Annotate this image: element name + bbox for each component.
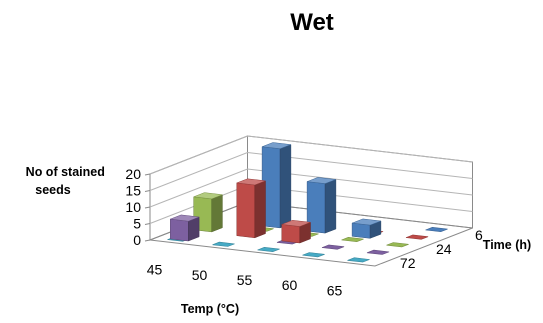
bar: [306, 177, 337, 234]
depth-tick-labels: 6 24 72: [400, 227, 483, 271]
depth-axis-label: Time (h): [483, 238, 531, 252]
bars: [170, 142, 382, 244]
bar-top-face: [262, 142, 291, 149]
bar-top-face: [281, 220, 311, 227]
gridline: [149, 168, 473, 208]
x-tick-label: 65: [327, 282, 343, 298]
bar-top-face: [236, 178, 266, 186]
floor-marker: [257, 246, 280, 253]
z-axis-label-line-1: No of stained: [26, 165, 105, 179]
bar-side-face: [279, 144, 292, 229]
z-tick-label: 5: [133, 216, 141, 232]
x-tick-labels: 45 50 55 60 65: [147, 262, 343, 299]
x-tick-label: 55: [237, 272, 253, 288]
z-axis-label-line-2: seeds: [35, 183, 70, 197]
gridline: [149, 151, 473, 191]
gridline: [149, 135, 473, 175]
gridlines: [149, 135, 473, 224]
z-tick-mark: [144, 223, 151, 225]
z-tick-label: 0: [133, 232, 141, 248]
bar-top-face: [193, 192, 223, 200]
floor-marker: [347, 257, 370, 263]
floor-marker: [302, 252, 325, 258]
x-tick-label: 50: [192, 267, 208, 283]
z-tick-mark: [144, 206, 151, 209]
bar-front-face: [236, 182, 256, 239]
bar-side-face: [211, 194, 223, 233]
floor-marker: [425, 226, 448, 233]
bar-front-face: [351, 222, 371, 239]
z-tick-label: 15: [125, 183, 141, 199]
floor-marker: [321, 244, 345, 250]
bar-side-face: [254, 180, 266, 239]
bar: [351, 218, 382, 239]
depth-tick-label: 24: [436, 241, 452, 257]
bar: [261, 142, 292, 229]
chart-title: Wet: [290, 9, 334, 36]
floor-marker: [386, 242, 409, 248]
bar: [236, 178, 266, 239]
x-tick-label: 45: [147, 262, 163, 278]
bar-top-face: [307, 177, 336, 184]
floor-marker: [405, 234, 429, 240]
z-tick-mark: [144, 173, 151, 176]
z-axis-label: No of stained seeds: [26, 165, 109, 197]
floor-marker: [341, 236, 364, 243]
x-tick-label: 60: [282, 277, 298, 293]
floor-marker: [212, 241, 235, 247]
z-tick-mark: [144, 190, 151, 192]
x-axis-label: Temp (°C): [181, 302, 239, 316]
floor-marker: [366, 249, 390, 255]
bar: [281, 220, 311, 244]
z-tick-label: 10: [125, 199, 141, 215]
bar: [170, 214, 200, 242]
bar-front-face: [170, 218, 189, 242]
depth-tick-label: 72: [400, 255, 416, 271]
z-tick-label: 20: [125, 166, 141, 182]
bar-top-face: [170, 214, 200, 222]
bar-front-face: [281, 224, 301, 244]
z-tick-mark: [144, 239, 151, 242]
bar-side-face: [324, 179, 337, 234]
bar-top-face: [352, 218, 381, 226]
depth-tick-label: 6: [475, 227, 483, 243]
